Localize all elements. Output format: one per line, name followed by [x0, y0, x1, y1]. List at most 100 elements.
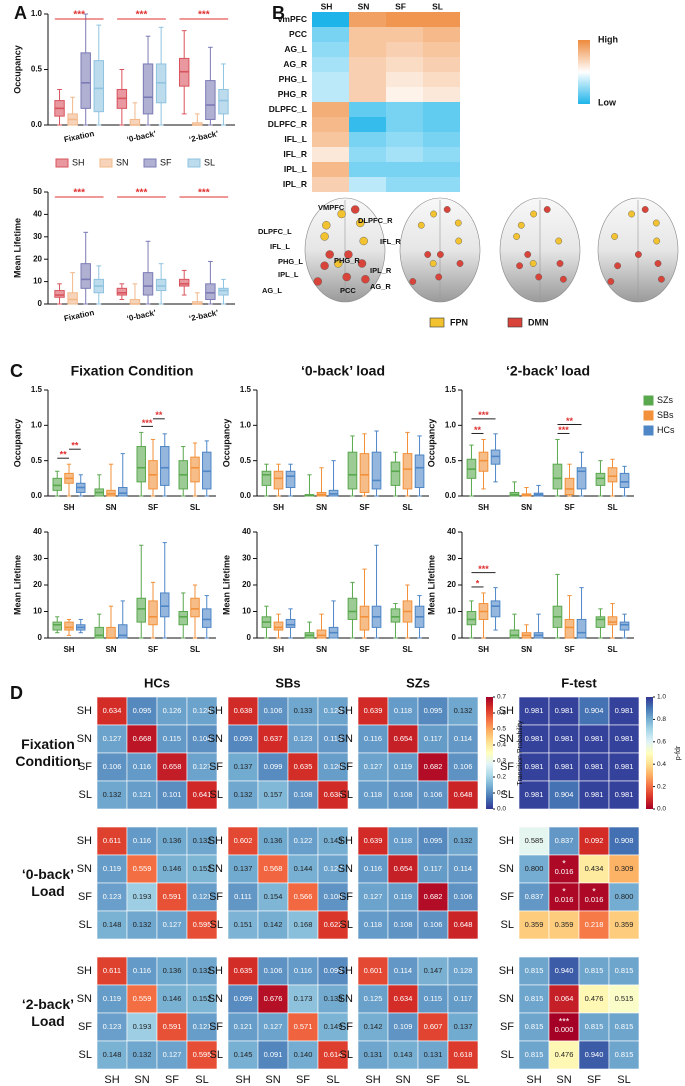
y-tick-label: SH [338, 835, 353, 847]
x-tick-label: SL [190, 503, 200, 512]
y-tick-label: SN [499, 863, 514, 875]
brain-node [517, 221, 525, 229]
heatmap-cell [447, 910, 479, 940]
y-axis-label: Occupancy [12, 45, 22, 94]
heatmap-cell [578, 780, 610, 810]
heatmap-cell [312, 147, 349, 162]
y-axis-label: Occupancy [426, 419, 436, 468]
heatmap-cell [518, 910, 550, 940]
cell-label: 0.622 [324, 920, 343, 929]
cell-label: 0.137 [454, 1022, 473, 1031]
heatmap-cell [156, 826, 188, 856]
y-tick-label: SN [499, 993, 514, 1005]
y-tick-label: SN [208, 733, 223, 745]
heatmap-cell [518, 780, 550, 810]
cell-label: 0.815 [615, 1050, 634, 1059]
legend-label: SF [160, 157, 172, 167]
cell-label: 0.148 [103, 1050, 122, 1059]
heatmap-cell [312, 27, 349, 42]
box [118, 487, 128, 497]
cell-label: 0.639 [364, 706, 383, 715]
heatmap-cell [423, 42, 460, 57]
significance-label: *** [136, 188, 148, 199]
heatmap-cell [287, 1012, 319, 1042]
heatmap-cell [548, 854, 580, 884]
column-label: SH [321, 1, 333, 11]
cell-label: 0.106 [103, 762, 122, 771]
y-tick-label: 10 [33, 607, 42, 616]
y-tick-label: SH [338, 965, 353, 977]
cell-label: 0.123 [103, 1022, 122, 1031]
y-tick-label: SN [77, 863, 92, 875]
y-tick-label: SF [78, 1021, 92, 1033]
legend-swatch [143, 158, 157, 168]
chart-title: ‘2-back’ load [506, 363, 590, 379]
cell-label: 0.143 [324, 836, 343, 845]
y-tick-label: 40 [242, 527, 251, 536]
colorbar-tick-label: 0.6 [497, 710, 506, 717]
y-tick-label: SL [210, 789, 223, 801]
cell-label: 0.116 [133, 762, 151, 771]
brain-node [530, 210, 537, 218]
x-tick-label: SF [165, 1074, 179, 1086]
heatmap-cell [156, 984, 188, 1014]
heatmap-cell [349, 147, 386, 162]
column-title: F-test [561, 675, 597, 690]
cell-label: 0.837 [525, 892, 544, 901]
cell-label: 0.127 [364, 762, 383, 771]
legend-label: SN [116, 157, 129, 167]
heatmap-cell [96, 1012, 128, 1042]
heatmap-cell [417, 984, 449, 1014]
box [142, 63, 154, 115]
cell-label: 0.136 [163, 966, 182, 975]
cell-label: 0.591 [163, 892, 182, 901]
heatmap-cell [126, 910, 158, 940]
cell-label: 0.635 [234, 966, 253, 975]
heatmap-cell [357, 956, 389, 986]
colorbar-tick-label: 0.5 [497, 726, 506, 733]
significance-label: ** [155, 410, 163, 420]
cell-label: 0.152 [193, 994, 212, 1003]
y-tick-label: 0.5 [31, 65, 43, 74]
cell-label: 0.981 [615, 706, 634, 715]
significance-label: *** [558, 425, 569, 435]
heatmap-cell [257, 696, 289, 726]
heatmap-cell [447, 984, 479, 1014]
heatmap-cell [257, 956, 289, 986]
cell-label: 0.173 [294, 994, 313, 1003]
heatmap-cell [126, 752, 158, 782]
heatmap-cell [349, 57, 386, 72]
x-tick-label: SL [190, 645, 200, 654]
significance-label: *** [73, 10, 85, 21]
heatmap-cell [578, 854, 610, 884]
cell-label: 0.157 [264, 790, 283, 799]
cell-label: 0.136 [163, 836, 182, 845]
heatmap-cell [447, 780, 479, 810]
box [509, 629, 520, 639]
colorbar-label: p-fdr [675, 745, 682, 760]
cell-label: 0.142 [364, 1022, 383, 1031]
x-tick-label: SN [134, 1074, 149, 1086]
cell-label: 0.676 [264, 994, 283, 1003]
colorbar-tick-label: 0.2 [657, 783, 666, 790]
cell-label: 0.638 [324, 790, 343, 799]
y-tick-label: 30 [447, 554, 456, 563]
box [155, 278, 167, 292]
cell-label: 0.585 [525, 836, 544, 845]
box [564, 618, 575, 639]
y-tick-label: 20 [242, 580, 251, 589]
cell-label: 0.118 [394, 706, 412, 715]
heatmap-cell [518, 1012, 550, 1042]
cell-label: 0.635 [294, 762, 313, 771]
y-tick-label: SF [339, 761, 353, 773]
box [595, 472, 606, 486]
box [160, 592, 170, 618]
colorbar-tick-label: 0.4 [657, 761, 666, 768]
significance-label: *** [478, 564, 489, 574]
heatmap-cell [417, 910, 449, 940]
cell-label: 0.095 [424, 706, 443, 715]
heatmap-cell [423, 132, 460, 147]
heatmap-cell [417, 1040, 449, 1070]
brain-node [543, 206, 551, 213]
cell-label: 0.149 [324, 1022, 343, 1031]
